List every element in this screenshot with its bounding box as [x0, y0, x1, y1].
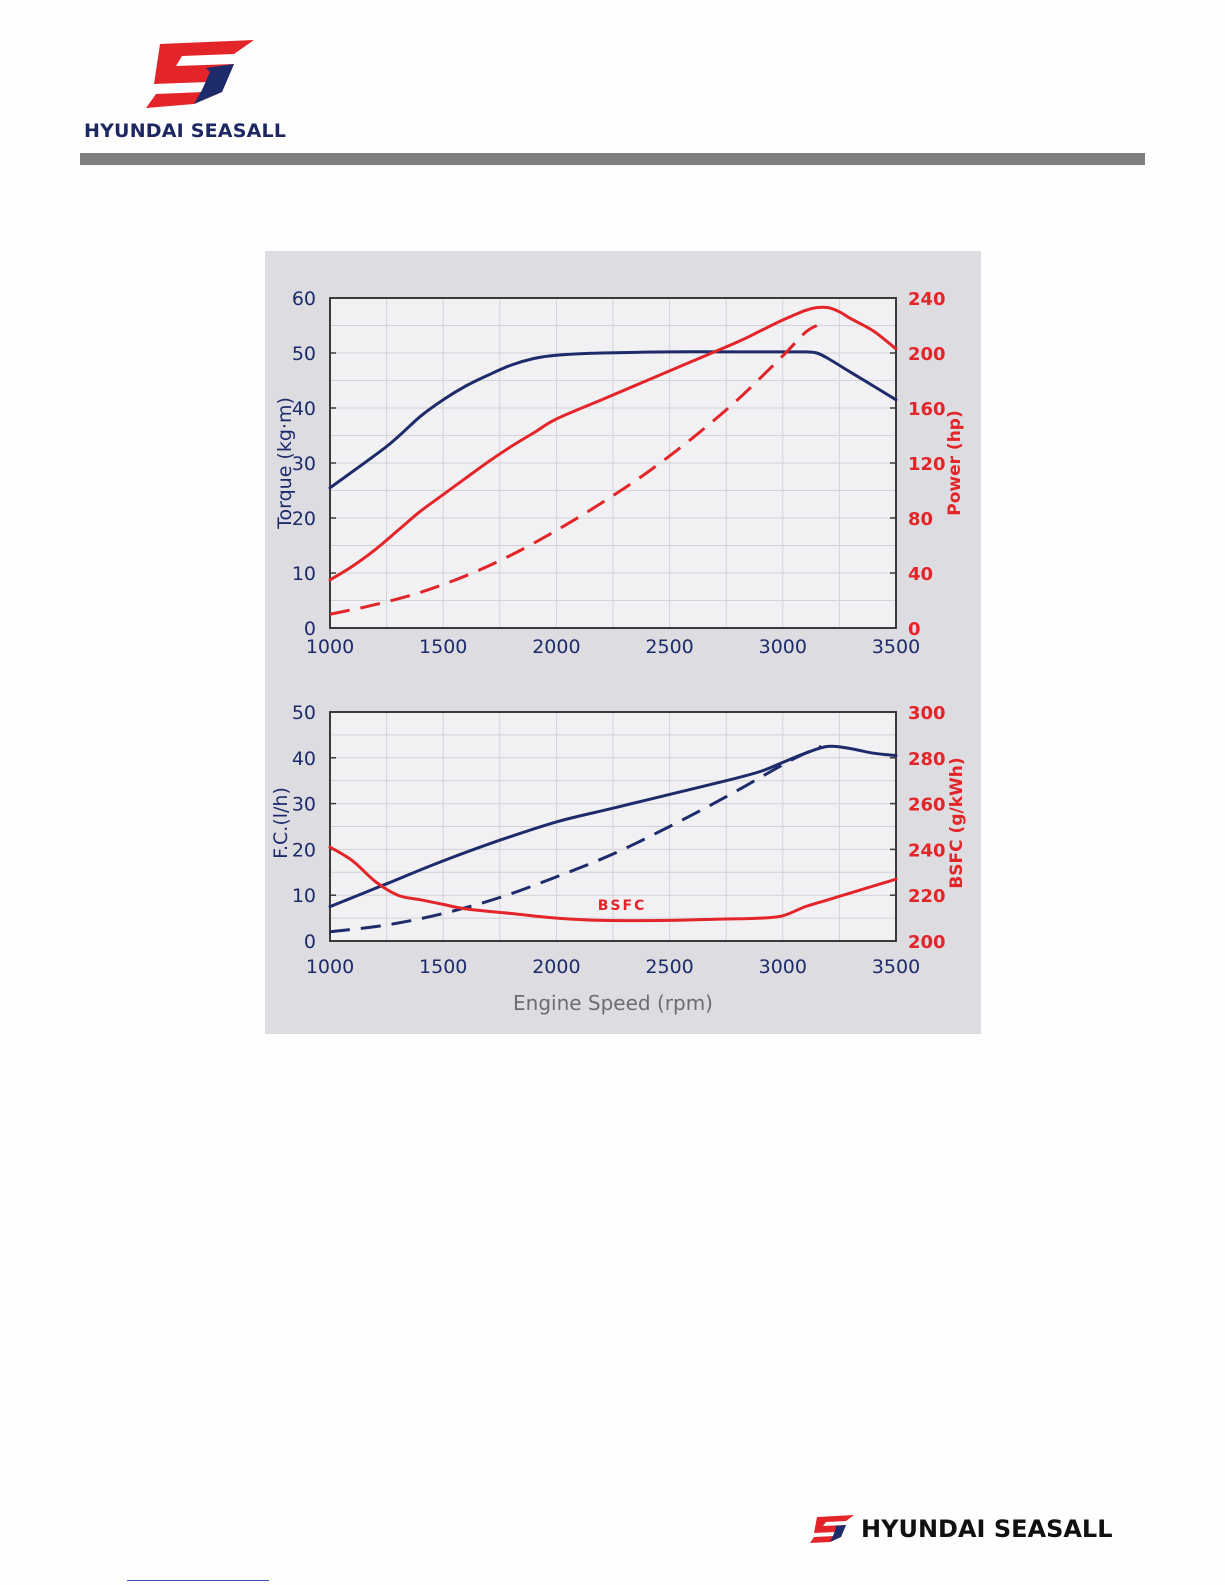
y-tick-label-right: 0: [908, 619, 921, 640]
series-line-propeller-power-curve: [329, 324, 818, 616]
y-tick-label-left: 40: [292, 398, 316, 420]
y-axis-label-left: Torque (kg·m): [274, 397, 296, 530]
y-axis-label-right: BSFC (g/kWh): [947, 757, 967, 888]
x-axis-label: Engine Speed (rpm): [513, 991, 713, 1015]
y-tick-label-left: 50: [292, 343, 316, 365]
hyundai-seasall-logo: HYUNDAI SEASALL: [84, 38, 324, 142]
y-tick-label-left: 10: [292, 563, 316, 585]
y-tick-label-right: 240: [908, 289, 946, 310]
x-tick-label: 2500: [645, 636, 693, 658]
plot-frame: [329, 711, 897, 942]
footer-line: [127, 1580, 269, 1581]
y-tick-label-right: 120: [908, 454, 946, 475]
x-tick-label: 3500: [872, 636, 920, 658]
series-line-power: [328, 305, 898, 582]
footer-logo: HYUNDAI SEASALL: [809, 1511, 1139, 1551]
brand-name: HYUNDAI SEASALL: [84, 120, 287, 142]
x-tick-label: 3000: [759, 636, 807, 658]
y-tick-label-right: 280: [908, 749, 946, 770]
x-tick-label: 3000: [759, 956, 807, 978]
y-tick-label-right: 240: [908, 840, 946, 861]
y-tick-label-right: 220: [908, 886, 946, 907]
series-line-fc: [328, 744, 898, 909]
y-axis-label-right: Power (hp): [945, 410, 965, 516]
x-tick-label: 1000: [306, 956, 354, 978]
y-tick-label-left: 20: [292, 839, 316, 861]
performance-chart-panel: 0 10 20 30 40 50 60 0 40 80 120 160 200 240 1000 1500 20…: [265, 251, 981, 1034]
x-tick-label: 2500: [645, 956, 693, 978]
y-tick-label-left: 30: [292, 794, 316, 816]
series-line-propeller-fc-curve: [329, 745, 822, 934]
y-tick-label-left: 50: [292, 702, 316, 724]
header-divider: [80, 153, 1145, 165]
y-tick-label-left: 0: [304, 618, 316, 640]
footer-brand-name: HYUNDAI SEASALL: [861, 1515, 1113, 1543]
y-tick-label-left: 20: [292, 508, 316, 530]
y-axis-label-left: F.C.(l/h): [270, 787, 292, 859]
y-tick-label-left: 40: [292, 748, 316, 770]
y-tick-label-left: 10: [292, 885, 316, 907]
x-tick-label: 1500: [419, 636, 467, 658]
y-tick-label-right: 160: [908, 399, 946, 420]
y-tick-label-left: 60: [292, 288, 316, 310]
series-line-bsfc: [328, 845, 898, 923]
y-tick-label-right: 200: [908, 344, 946, 365]
x-tick-label: 3500: [872, 956, 920, 978]
x-tick-label: 2000: [532, 636, 580, 658]
seasall-emblem-icon: [146, 40, 254, 108]
y-tick-label-right: 300: [908, 703, 946, 724]
x-tick-label: 1500: [419, 956, 467, 978]
series-line-torque: [328, 350, 898, 490]
y-tick-label-right: 40: [908, 564, 933, 585]
y-tick-label-left: 30: [292, 453, 316, 475]
y-tick-label-right: 260: [908, 795, 946, 816]
y-tick-label-right: 200: [908, 932, 946, 953]
series-annotation-bsfc: BSFC: [598, 898, 647, 914]
x-tick-label: 1000: [306, 636, 354, 658]
x-tick-label: 2000: [532, 956, 580, 978]
y-tick-label-left: 0: [304, 931, 316, 953]
y-tick-label-right: 80: [908, 509, 933, 530]
seasall-emblem-icon: [810, 1515, 854, 1543]
